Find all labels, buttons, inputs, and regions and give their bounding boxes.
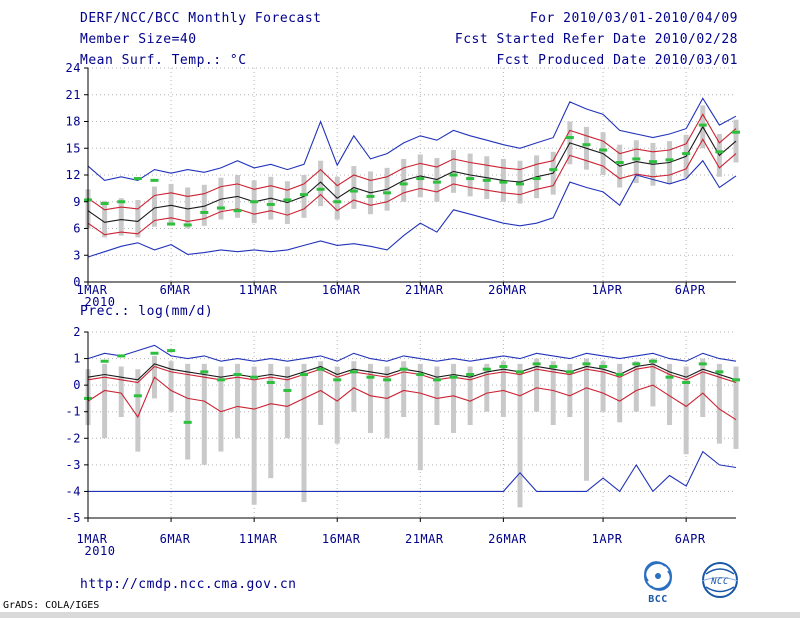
svg-text:1APR: 1APR bbox=[592, 283, 623, 297]
svg-text:-5: -5 bbox=[66, 511, 81, 525]
svg-text:1APR: 1APR bbox=[592, 532, 623, 546]
svg-text:2010: 2010 bbox=[85, 544, 116, 558]
svg-text:26MAR: 26MAR bbox=[488, 283, 527, 297]
fcst-start-date-label: Fcst Started Refer Date 2010/02/28 bbox=[454, 32, 738, 47]
svg-text:26MAR: 26MAR bbox=[488, 532, 527, 546]
ncc-logo: NCC bbox=[701, 562, 739, 598]
svg-text:11MAR: 11MAR bbox=[239, 283, 278, 297]
svg-text:-1: -1 bbox=[66, 405, 81, 419]
svg-text:2010: 2010 bbox=[85, 295, 116, 309]
svg-text:-2: -2 bbox=[66, 431, 81, 445]
panel2-title: Prec.: log(mm/d) bbox=[80, 304, 214, 319]
svg-text:-3: -3 bbox=[66, 458, 81, 472]
svg-text:21MAR: 21MAR bbox=[405, 532, 444, 546]
svg-text:0: 0 bbox=[73, 275, 81, 289]
plot-title: DERF/NCC/BCC Monthly Forecast bbox=[80, 11, 322, 26]
svg-text:6MAR: 6MAR bbox=[160, 532, 191, 546]
bcc-logo: BCC bbox=[644, 561, 672, 605]
svg-text:12: 12 bbox=[66, 168, 81, 182]
header-right-block: For 2010/03/01-2010/04/09 Fcst Started R… bbox=[455, 8, 738, 71]
panel1-title: Mean Surf. Temp.: °C bbox=[80, 53, 247, 68]
svg-text:-4: -4 bbox=[66, 484, 81, 498]
svg-text:3: 3 bbox=[73, 248, 81, 262]
svg-text:16MAR: 16MAR bbox=[322, 283, 361, 297]
svg-text:15: 15 bbox=[66, 141, 81, 155]
svg-text:6: 6 bbox=[73, 222, 81, 236]
svg-text:0: 0 bbox=[73, 378, 81, 392]
grads-credit: GrADS: COLA/IGES bbox=[3, 600, 100, 611]
svg-text:6APR: 6APR bbox=[675, 283, 706, 297]
bcc-logo-label: BCC bbox=[648, 594, 668, 605]
svg-text:1MAR: 1MAR bbox=[77, 283, 108, 297]
svg-text:18: 18 bbox=[66, 115, 81, 129]
footer-logos: BCC NCC bbox=[644, 561, 739, 605]
source-url: http://cmdp.ncc.cma.gov.cn bbox=[80, 577, 297, 592]
svg-text:11MAR: 11MAR bbox=[239, 532, 278, 546]
svg-text:21: 21 bbox=[66, 88, 81, 102]
ncc-logo-label: NCC bbox=[710, 577, 729, 587]
window-edge bbox=[0, 612, 800, 618]
svg-text:24: 24 bbox=[66, 62, 81, 75]
svg-text:6MAR: 6MAR bbox=[160, 283, 191, 297]
svg-text:9: 9 bbox=[73, 195, 81, 209]
svg-text:21MAR: 21MAR bbox=[405, 283, 444, 297]
svg-text:1: 1 bbox=[73, 352, 81, 366]
svg-text:6APR: 6APR bbox=[675, 532, 706, 546]
member-size-label: Member Size=40 bbox=[80, 32, 197, 47]
fcst-produced-date-label: Fcst Produced Date 2010/03/01 bbox=[496, 53, 738, 68]
svg-text:2: 2 bbox=[73, 325, 81, 339]
forecast-range-label: For 2010/03/01-2010/04/09 bbox=[529, 11, 738, 26]
header-left-block: DERF/NCC/BCC Monthly Forecast Member Siz… bbox=[80, 8, 321, 71]
svg-text:16MAR: 16MAR bbox=[322, 532, 361, 546]
svg-text:1MAR: 1MAR bbox=[77, 532, 108, 546]
